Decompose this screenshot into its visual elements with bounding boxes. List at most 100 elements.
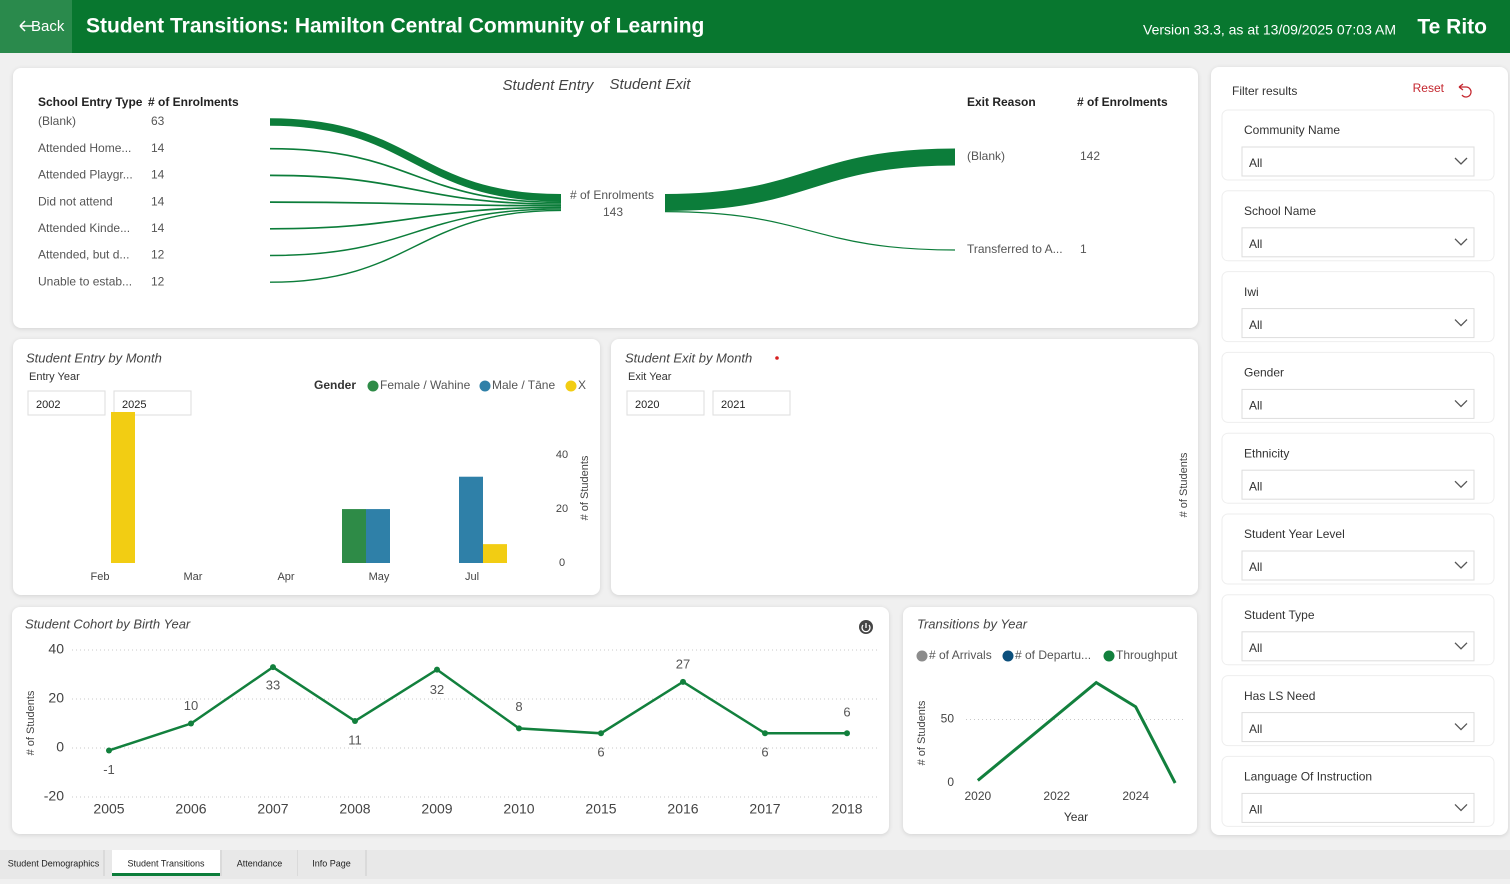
tab-label[interactable]: Attendance	[237, 858, 283, 868]
entry-count: 63	[151, 114, 165, 128]
indicator-dot	[775, 356, 779, 360]
line	[976, 680, 1177, 784]
year-input[interactable]	[27, 390, 106, 416]
dropdown[interactable]	[1241, 227, 1475, 258]
entry-count: 12	[151, 248, 165, 262]
data-label: 33	[266, 678, 280, 693]
point	[270, 664, 276, 671]
exit-reason: Transferred to A...	[967, 242, 1063, 256]
tab-label[interactable]: Info Page	[312, 858, 351, 868]
y-tick-label: 0	[56, 739, 64, 755]
dropdown[interactable]	[1241, 712, 1475, 743]
entry-count: 12	[151, 274, 165, 288]
back-label[interactable]: Back	[31, 18, 65, 35]
y-axis-label: # of Students	[579, 455, 591, 520]
dropdown[interactable]	[1241, 792, 1475, 823]
exit-month-panel	[611, 339, 1198, 595]
entry-count: 14	[151, 221, 165, 235]
tab-label[interactable]: Student Demographics	[8, 858, 100, 868]
y-tick-label: 40	[556, 449, 568, 461]
dropdown-value: All	[1249, 641, 1262, 655]
reset-button[interactable]: Reset	[1413, 81, 1445, 95]
data-label: 6	[761, 745, 768, 760]
dropdown[interactable]	[1241, 308, 1475, 339]
entry-type: Attended Playgr...	[38, 168, 133, 182]
bar	[111, 412, 135, 563]
data-label: 32	[430, 682, 444, 697]
chevron	[1454, 238, 1468, 246]
legend-label[interactable]: # of Departu...	[1015, 648, 1091, 662]
dropdown[interactable]	[1241, 469, 1475, 500]
flow-link	[664, 148, 956, 212]
dropdown[interactable]	[1241, 550, 1475, 581]
bar	[366, 509, 390, 563]
entry-type: Attended Kinde...	[38, 221, 130, 235]
page-tab[interactable]	[222, 850, 297, 876]
x-tick-label: 2008	[339, 801, 370, 817]
total-value: 143	[603, 205, 623, 219]
entry-count: 14	[151, 168, 165, 182]
dropdown[interactable]	[1241, 631, 1475, 662]
bar	[483, 544, 507, 563]
exit-count: 1	[1080, 242, 1087, 256]
year-input[interactable]	[626, 390, 705, 416]
year-value: 2002	[36, 399, 60, 411]
y-tick-label: 40	[48, 641, 64, 657]
exit-count: 142	[1080, 149, 1100, 163]
filter-label: Community Name	[1244, 123, 1340, 137]
tab-label[interactable]: Student Transitions	[127, 858, 205, 868]
legend-label[interactable]: Throughput	[1116, 648, 1178, 662]
dropdown-value: All	[1249, 479, 1262, 493]
column-header: # of Enrolments	[148, 95, 239, 109]
flow-link	[269, 209, 562, 283]
column-header: School Entry Type	[38, 95, 143, 109]
x-tick-label: 2009	[421, 801, 452, 817]
x-axis-label: Year	[1064, 810, 1088, 824]
chevron	[1454, 561, 1468, 569]
y-axis-label: # of Students	[1178, 452, 1190, 517]
dropdown-value: All	[1249, 560, 1262, 574]
flow-tab[interactable]: Student Entry	[503, 77, 595, 94]
chevron	[1454, 319, 1468, 327]
page-tab[interactable]	[112, 850, 220, 876]
dropdown[interactable]	[1241, 388, 1475, 419]
bar	[342, 509, 366, 563]
point	[106, 747, 112, 754]
legend-label[interactable]: X	[578, 378, 586, 392]
back-button[interactable]	[0, 0, 72, 53]
filter-label: School Name	[1244, 204, 1316, 218]
chart-title: Transitions by Year	[917, 616, 1028, 631]
info-glyph	[861, 623, 871, 633]
chevron	[1454, 480, 1468, 489]
legend-label[interactable]: # of Arrivals	[929, 648, 992, 662]
active-underline	[112, 873, 220, 876]
legend-label[interactable]: Male / Tāne	[492, 378, 555, 392]
x-tick-label: 2018	[831, 801, 862, 817]
dropdown-value: All	[1249, 156, 1262, 170]
point	[844, 730, 850, 737]
flow-tab[interactable]: Student Exit	[610, 76, 692, 93]
page-tab[interactable]	[4, 850, 103, 876]
filter-label: Has LS Need	[1244, 689, 1315, 703]
reset-icon[interactable]	[1458, 83, 1472, 98]
flow-link	[269, 174, 562, 205]
year-input[interactable]	[113, 390, 192, 416]
dropdown[interactable]	[1241, 146, 1475, 177]
filter-label: Student Type	[1244, 608, 1315, 622]
column-header: Exit Reason	[967, 95, 1036, 109]
point	[598, 730, 604, 737]
flow-link	[269, 206, 562, 230]
legend-label[interactable]: Female / Wahine	[380, 378, 471, 392]
x-tick-label: 2017	[749, 801, 780, 817]
year-value: 2021	[721, 399, 745, 411]
point	[680, 678, 686, 685]
x-tick-label: Mar	[184, 571, 203, 583]
year-input[interactable]	[712, 390, 791, 416]
flow-link	[269, 118, 562, 202]
filter-label: Student Year Level	[1244, 527, 1345, 541]
page-tab[interactable]	[298, 850, 365, 876]
legend-swatch	[565, 380, 577, 392]
x-tick-label: 2016	[667, 801, 698, 817]
legend-swatch	[1002, 650, 1014, 662]
flow-link	[269, 201, 562, 207]
